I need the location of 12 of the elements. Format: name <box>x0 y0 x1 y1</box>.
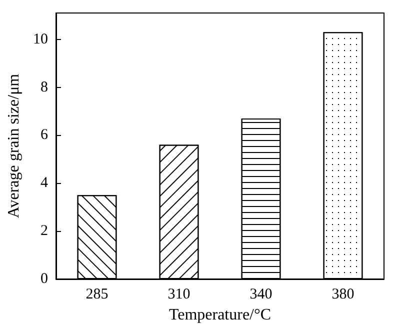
x-tick-label: 310 <box>168 286 190 302</box>
y-tick-label: 6 <box>40 127 48 144</box>
x-tick-label: 340 <box>250 286 272 302</box>
y-tick-label: 4 <box>40 175 48 192</box>
x-axis-title: Temperature/°C <box>168 306 272 324</box>
x-tick-label: 380 <box>332 286 354 302</box>
y-tick-label: 2 <box>40 223 48 240</box>
y-tick-label: 10 <box>33 31 48 48</box>
y-tick-label: 0 <box>40 271 48 287</box>
y-axis-title: Average grain size/μm <box>6 73 23 218</box>
x-tick-label: 285 <box>86 286 108 302</box>
y-tick-label: 8 <box>40 79 48 96</box>
